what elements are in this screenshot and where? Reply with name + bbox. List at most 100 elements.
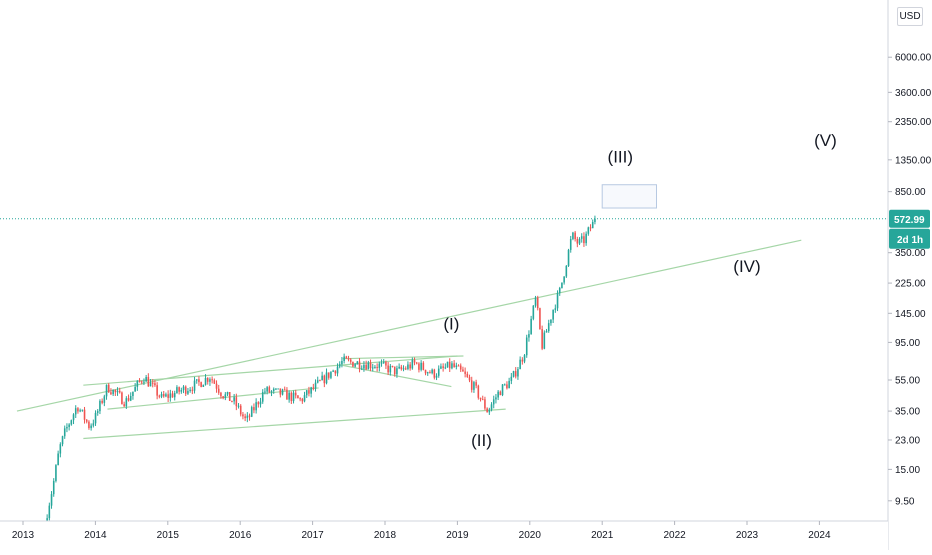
candle-body (391, 365, 394, 367)
candle-body (424, 369, 427, 374)
candle-body (283, 389, 286, 391)
time-axis[interactable]: 2013 2014 2015 2016 2017 2018 2019 2020 2021 2022… (0, 520, 888, 550)
candle-body (409, 364, 411, 369)
candle-body (338, 364, 341, 367)
candle-body (365, 364, 367, 370)
candle-body (277, 388, 279, 390)
candle-body (169, 393, 172, 398)
candle-body (96, 411, 99, 413)
candle-body (451, 363, 453, 369)
candle-body (270, 391, 273, 393)
candle-body (327, 372, 330, 378)
candle-body (187, 390, 189, 394)
candle-body (213, 380, 216, 384)
candle-body (237, 405, 240, 407)
candle-body (211, 379, 213, 381)
candle-body (281, 389, 284, 395)
candle-body (178, 387, 180, 392)
currency-label[interactable]: USD (897, 7, 923, 26)
price-tick-label: 3600.00 (895, 88, 932, 99)
candle-body (358, 361, 361, 369)
candle-body (503, 384, 506, 386)
candle-body (55, 465, 57, 481)
candle-body (173, 393, 176, 398)
candle-body (543, 332, 546, 349)
candle-body (367, 362, 370, 370)
candle-body (448, 361, 451, 369)
candle-body (404, 368, 407, 370)
candle-body (81, 409, 84, 411)
candle-body (145, 377, 147, 382)
candle-body (517, 369, 519, 377)
trendline (107, 387, 319, 410)
candle-body (46, 518, 48, 521)
candle-body (79, 410, 81, 412)
candle-body (380, 362, 383, 364)
candle-body (508, 380, 510, 389)
candle-body (191, 389, 194, 391)
candle-body (420, 362, 422, 370)
candle-body (501, 384, 504, 396)
candle-body (325, 372, 328, 384)
candle-body (336, 366, 339, 374)
candle-body (323, 375, 326, 384)
candle-body (110, 392, 112, 395)
candle-body (268, 387, 271, 393)
candle-body (242, 414, 244, 417)
candles-layer (46, 215, 596, 523)
candle-body (167, 394, 169, 398)
countdown-badge (889, 228, 930, 249)
candle-body (376, 366, 378, 368)
candle-body (279, 388, 282, 395)
candle-body (418, 363, 420, 370)
candle-body (224, 394, 227, 399)
candle-body (389, 365, 392, 373)
candle-body (481, 399, 484, 401)
candle-body (360, 368, 363, 370)
candle-body (70, 420, 73, 425)
candle-body (99, 400, 101, 412)
time-tick-label: 2015 (157, 530, 180, 541)
time-axis-bg (0, 521, 888, 550)
candle-body (572, 232, 574, 240)
price-tick-label: 95.00 (895, 338, 920, 349)
candle-body (455, 365, 458, 367)
candle-body (228, 392, 231, 401)
candle-body (475, 382, 477, 386)
candle-body (464, 371, 466, 374)
candle-body (156, 385, 158, 396)
candle-body (453, 363, 455, 367)
candle-body (140, 381, 143, 383)
candle-body (288, 392, 290, 400)
candle-body (226, 392, 229, 395)
candle-body (206, 377, 209, 382)
countdown-label: 2d 1h (897, 235, 923, 246)
candle-body (490, 404, 493, 410)
candle-body (149, 382, 152, 387)
trendline (83, 408, 506, 440)
time-tick-label: 2022 (663, 530, 686, 541)
candle-body (332, 370, 334, 372)
candle-body (552, 309, 554, 320)
candle-body (85, 419, 88, 422)
candle-body (512, 371, 515, 377)
price-axis[interactable]: 6000.00 3600.00 2350.00 1350.00 850.00 350.00… (887, 0, 932, 550)
candle-body (561, 282, 563, 289)
candle-body (435, 375, 438, 378)
candle-body (255, 402, 257, 411)
wave-label: (II) (471, 431, 492, 450)
candle-body (90, 425, 92, 429)
candle-body (385, 361, 387, 366)
candle-body (550, 319, 552, 324)
candle-body (459, 365, 462, 370)
price-tick-label: 850.00 (895, 187, 926, 198)
candle-body (347, 358, 350, 360)
candle-body (239, 405, 242, 415)
candle-body (558, 288, 561, 294)
candle-body (556, 293, 559, 309)
candle-body (61, 436, 64, 445)
candle-body (138, 380, 141, 382)
candle-body (393, 366, 396, 375)
target-box (601, 184, 658, 209)
